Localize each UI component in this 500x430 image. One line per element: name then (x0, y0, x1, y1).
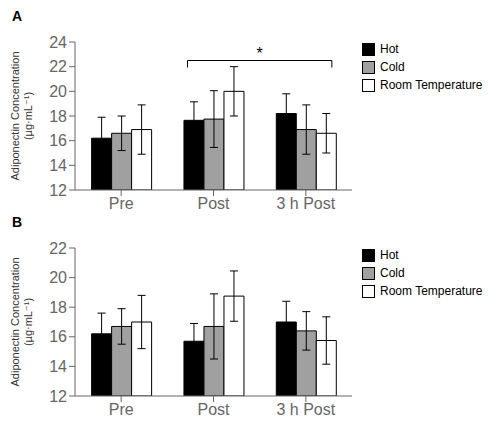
svg-text:Post: Post (197, 401, 230, 418)
svg-text:24: 24 (49, 34, 67, 51)
svg-text:Pre: Pre (109, 195, 134, 212)
svg-text:12: 12 (49, 182, 67, 199)
svg-text:22: 22 (49, 58, 67, 75)
html-text:A: A (12, 8, 23, 24)
svg-text:3 h Post: 3 h Post (276, 195, 335, 212)
svg-text:Pre: Pre (109, 401, 134, 418)
svg-text:*: * (257, 45, 263, 62)
html-text:Room Temperature: Room Temperature (380, 78, 483, 92)
svg-text:20: 20 (49, 83, 67, 100)
svg-text:16: 16 (49, 132, 67, 149)
svg-text:18: 18 (49, 108, 67, 125)
svg-text:Adiponectin Concentration(µg·m: Adiponectin Concentration(µg·mL⁻¹) (9, 257, 34, 386)
html-text:Hot: Hot (380, 42, 399, 56)
html-text:Cold: Cold (380, 266, 405, 280)
svg-text:18: 18 (49, 299, 67, 316)
html-text:Room Temperature: Room Temperature (380, 284, 483, 298)
svg-text:Adiponectin Concentration(µg·m: Adiponectin Concentration(µg·mL⁻¹) (9, 51, 34, 180)
html-text:B: B (12, 214, 23, 230)
svg-text:20: 20 (49, 269, 67, 286)
svg-text:14: 14 (49, 358, 67, 375)
svg-text:Post: Post (197, 195, 230, 212)
html-text:Cold: Cold (380, 60, 405, 74)
svg-text:14: 14 (49, 157, 67, 174)
svg-text:22: 22 (49, 240, 67, 257)
html-text:Hot: Hot (380, 248, 399, 262)
svg-text:3 h Post: 3 h Post (276, 401, 335, 418)
svg-text:16: 16 (49, 328, 67, 345)
svg-text:12: 12 (49, 388, 67, 405)
